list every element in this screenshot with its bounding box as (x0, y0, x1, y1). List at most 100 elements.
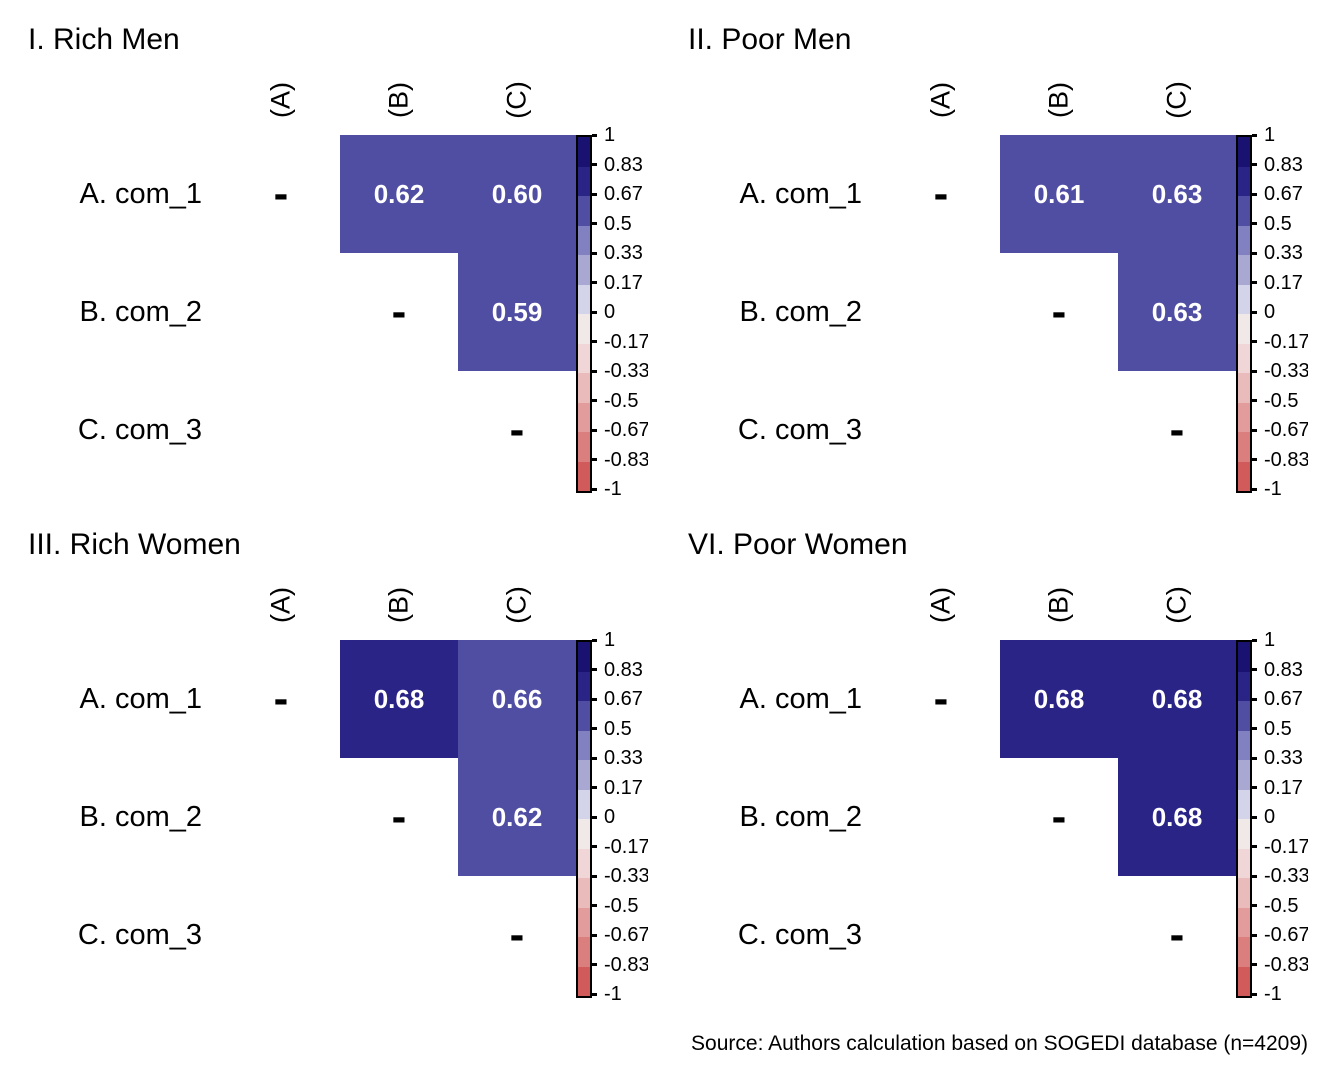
heatmap-cell: - (222, 640, 340, 758)
colorbar-tick (1252, 992, 1257, 996)
colorbar-tick (592, 133, 597, 137)
colorbar-tick-label: -1 (604, 983, 622, 1005)
colorbar-segment (1238, 701, 1250, 731)
heatmap-cell: 0.60 (458, 135, 576, 253)
colorbar-tick-label: -0.33 (604, 865, 648, 887)
colorbar-tick-label: 0.83 (1264, 153, 1303, 176)
colorbar-tick (1252, 133, 1257, 137)
col-label: (C) (1161, 586, 1192, 624)
colorbar-tick-label: 0.83 (604, 658, 643, 681)
colorbar-tick-label: 0.83 (604, 153, 643, 176)
row-label: B. com_2 (79, 801, 203, 833)
colorbar-tick-label: -0.17 (1264, 835, 1308, 858)
colorbar-tick-label: 1 (1264, 629, 1276, 651)
colorbar-tick-label: 0.67 (604, 183, 643, 205)
colorbar-tick (592, 845, 597, 848)
empty-cell-dash: - (509, 405, 525, 454)
colorbar-tick (1252, 163, 1257, 166)
colorbar-segment (1238, 966, 1250, 996)
colorbar-segment (578, 848, 590, 878)
colorbar-tick-label: 0.17 (604, 271, 643, 294)
colorbar-segment (578, 166, 590, 196)
colorbar-tick (1252, 845, 1257, 848)
col-label: (A) (925, 587, 956, 623)
colorbar (1236, 135, 1252, 493)
heatmap-cell: 0.68 (1118, 640, 1236, 758)
heatmap-cell: 0.68 (1118, 758, 1236, 876)
colorbar-segment (1238, 196, 1250, 226)
colorbar-tick-label: 1 (1264, 124, 1276, 146)
empty-cell-dash: - (1169, 405, 1185, 454)
colorbar-tick (1252, 251, 1257, 255)
colorbar-tick (592, 369, 597, 373)
colorbar-tick-label: -0.67 (1264, 924, 1308, 946)
col-label: (A) (265, 82, 296, 118)
heatmap-cell: - (1118, 876, 1236, 994)
cell-value: 0.63 (1151, 296, 1203, 327)
colorbar-tick (592, 697, 597, 701)
colorbar-tick (1252, 756, 1257, 760)
colorbar-tick (1252, 874, 1257, 878)
col-label: (A) (925, 82, 956, 118)
colorbar-tick-label: 0.67 (1264, 183, 1303, 205)
colorbar-tick (1252, 668, 1257, 671)
colorbar-segment (1238, 166, 1250, 196)
colorbar-segment (578, 701, 590, 731)
heatmap-panel: III. Rich Women (A) (B) (C) A. com_1 B. com… (0, 505, 684, 1010)
colorbar-tick-label: -0.67 (1264, 419, 1308, 441)
colorbar-tick (1252, 963, 1257, 966)
colorbar-tick-label: -0.83 (604, 448, 648, 471)
colorbar-segment (578, 461, 590, 491)
heatmap-cell: - (1118, 371, 1236, 489)
colorbar-segment (1238, 907, 1250, 937)
colorbar-tick (1252, 815, 1257, 819)
colorbar-tick-label: 0 (604, 301, 616, 323)
colorbar-tick-label: -0.17 (604, 330, 648, 353)
heatmap-cell: 0.59 (458, 253, 576, 371)
colorbar (576, 640, 592, 998)
colorbar-tick (592, 487, 597, 491)
colorbar-segment (578, 671, 590, 701)
colorbar-segment (578, 314, 590, 344)
heatmap-cell: 0.68 (340, 640, 458, 758)
cell-value: 0.62 (373, 178, 425, 209)
colorbar-tick (592, 756, 597, 760)
row-label: B. com_2 (79, 296, 203, 328)
empty-cell-dash: - (273, 169, 289, 218)
colorbar-tick (592, 428, 597, 432)
colorbar-tick (592, 668, 597, 671)
colorbar-tick-label: -0.5 (604, 389, 639, 412)
panel-title: II. Poor Men (688, 23, 852, 56)
colorbar-segment (1238, 878, 1250, 908)
colorbar-segment (578, 907, 590, 937)
colorbar-segment (1238, 255, 1250, 285)
col-label: (B) (1043, 587, 1074, 623)
colorbar (1236, 640, 1252, 998)
colorbar-segment (578, 789, 590, 819)
heatmap-cell: - (222, 135, 340, 253)
colorbar-tick-label: -0.17 (1264, 330, 1308, 353)
colorbar-tick-label: 0 (1264, 301, 1276, 323)
colorbar-tick-label: -0.5 (604, 894, 639, 917)
row-label: C. com_3 (737, 414, 862, 446)
cell-value: 0.68 (373, 683, 425, 714)
colorbar-segment (578, 432, 590, 462)
col-label: (B) (1043, 82, 1074, 118)
heatmap-panel: I. Rich Men (A) (B) (C) A. com_1 B. com_2 C.… (0, 0, 684, 505)
colorbar-tick-label: -0.33 (1264, 360, 1308, 382)
colorbar-segment (1238, 819, 1250, 849)
colorbar-tick (592, 786, 597, 789)
heatmap-panel: II. Poor Men (A) (B) (C) A. com_1 B. com_2 C… (660, 0, 1344, 505)
cell-value: 0.63 (1151, 178, 1203, 209)
col-label: (A) (265, 587, 296, 623)
colorbar-tick-label: -0.83 (604, 953, 648, 976)
heatmap-cell: - (340, 758, 458, 876)
source-note: Source: Authors calculation based on SOG… (691, 1032, 1308, 1055)
colorbar-tick (1252, 281, 1257, 284)
heatmap-cell: - (882, 135, 1000, 253)
colorbar-segment (578, 760, 590, 790)
empty-cell-dash: - (1169, 910, 1185, 959)
colorbar-tick (592, 340, 597, 343)
cell-value: 0.59 (491, 296, 543, 327)
colorbar-segment (1238, 343, 1250, 373)
